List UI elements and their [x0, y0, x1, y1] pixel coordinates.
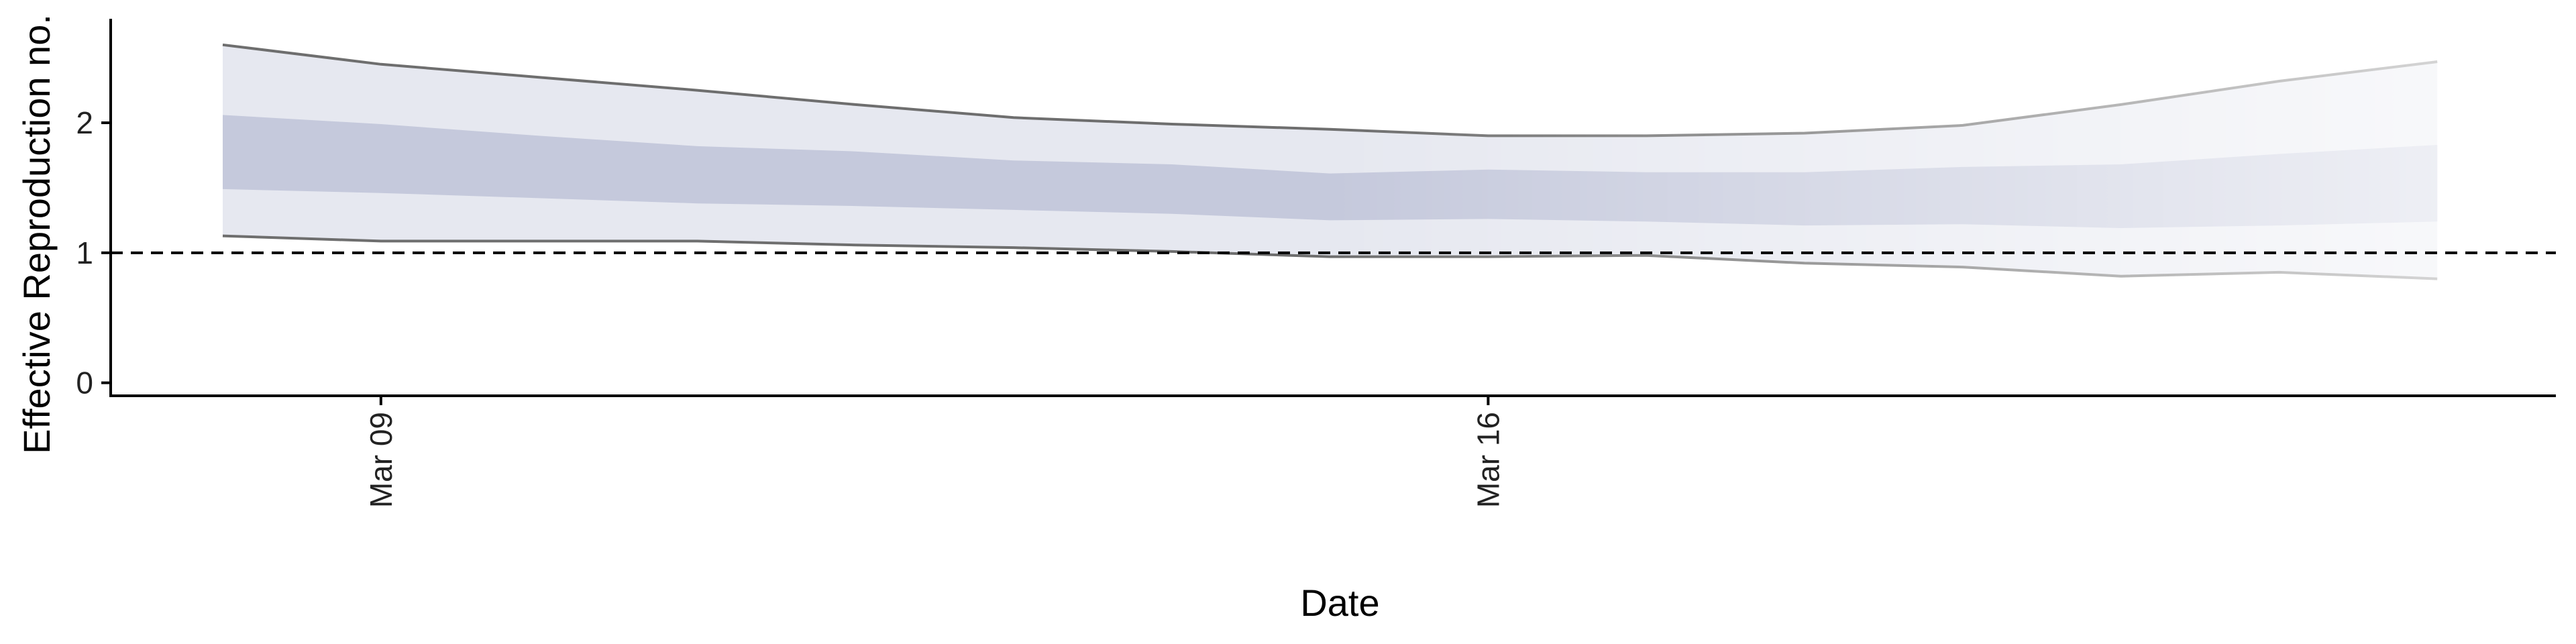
x-tick-label: Mar 09	[364, 412, 398, 508]
x-tick-label: Mar 16	[1470, 412, 1505, 508]
y-tick-label: 2	[76, 105, 93, 140]
y-tick-label: 0	[76, 366, 93, 400]
inner-credible-band	[223, 115, 2438, 228]
axes	[101, 19, 2556, 405]
y-tick-label: 1	[76, 235, 93, 270]
y-axis-title: Effective Reproduction no.	[15, 14, 58, 454]
plot-area	[222, 43, 2438, 280]
tick-labels: 0 1 2 Mar 09 Mar 16	[76, 105, 1505, 508]
outer-upper-line	[222, 43, 2438, 138]
x-axis-title: Date	[1300, 582, 1379, 624]
outer-lower-line	[222, 234, 2438, 280]
